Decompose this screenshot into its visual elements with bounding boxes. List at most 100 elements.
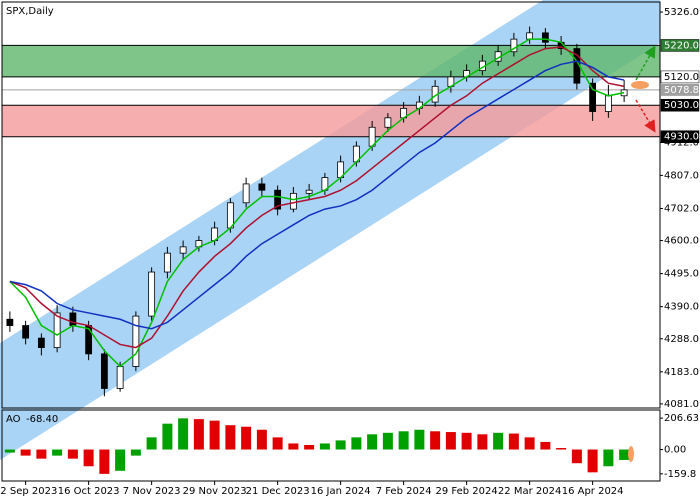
up-arrow	[635, 45, 656, 81]
y-tick-label: 4807.0	[664, 170, 699, 181]
ao-bar	[115, 449, 126, 471]
candle-body	[53, 312, 61, 348]
ao-bar	[304, 444, 315, 450]
moving-average	[9, 60, 625, 330]
down-arrow	[635, 99, 656, 133]
ao-bar	[146, 437, 157, 450]
y-tick-label: 0.00	[664, 445, 686, 456]
candle-body	[274, 189, 282, 210]
candle-body	[69, 312, 77, 326]
y-tick-label: 4183.0	[664, 367, 699, 378]
ao-bar	[256, 429, 267, 450]
chart-title: SPX,Daily	[6, 6, 54, 17]
candle-body	[258, 183, 266, 191]
ao-bar	[83, 449, 94, 467]
ao-bar	[20, 449, 31, 456]
x-tick-label: 21 Dec 2023	[246, 486, 310, 497]
candle-body	[22, 325, 30, 339]
ao-bar	[272, 437, 283, 450]
ao-bar	[225, 425, 236, 450]
ao-bar	[335, 440, 346, 450]
ao-bar	[52, 449, 63, 456]
ao-bar	[367, 434, 378, 450]
ao-bar	[162, 423, 173, 450]
y-tick-label: 4600.0	[664, 236, 699, 247]
x-tick-label: 22 Mar 2024	[498, 486, 561, 497]
candle-body	[100, 353, 108, 389]
level-label: 5120.0	[664, 72, 699, 83]
level-label-box	[660, 70, 700, 84]
y-tick-label: -159.8	[664, 469, 696, 480]
zone	[2, 105, 660, 137]
ao-bar	[619, 449, 630, 460]
level-label-box	[660, 39, 700, 52]
ao-bar	[351, 437, 362, 450]
x-tick-label: 16 Jan 2024	[311, 486, 371, 497]
x-tick-label: 29 Nov 2023	[183, 486, 247, 497]
indicator-value: -68.40	[26, 414, 58, 425]
ao-bar	[398, 431, 409, 450]
x-tick-label: 7 Nov 2023	[123, 486, 181, 497]
indicator-title: AO	[6, 414, 21, 425]
candle-body	[604, 95, 612, 112]
moving-average	[9, 38, 625, 368]
candle-body	[526, 32, 534, 40]
y-tick-label: 4390.0	[664, 302, 699, 313]
highlight	[631, 81, 649, 89]
ao-bar	[4, 449, 15, 453]
candle-body	[289, 192, 297, 210]
ao-bar	[241, 426, 252, 450]
level-label-box	[660, 98, 700, 112]
ao-bar	[571, 449, 582, 464]
level-label: 5220.0	[664, 40, 699, 51]
ao-bar	[556, 448, 567, 450]
candle-body	[148, 271, 156, 317]
level-label: 4930.0	[664, 132, 699, 143]
candle-body	[163, 252, 171, 273]
ao-bar	[477, 434, 488, 450]
x-tick-label: 29 Feb 2024	[436, 486, 498, 497]
ao-bar	[99, 449, 110, 474]
x-tick-label: 7 Feb 2024	[376, 486, 432, 497]
y-tick-label: 4288.0	[664, 334, 699, 345]
level-label-box	[660, 130, 700, 143]
ao-bar	[445, 432, 456, 450]
ao-bar	[209, 420, 220, 450]
ao-bar	[540, 441, 551, 450]
x-tick-label: 16 Apr 2024	[562, 486, 624, 497]
ao-bar	[587, 449, 598, 473]
candle-body	[242, 183, 250, 204]
ao-bar	[461, 432, 472, 450]
last-price-label: 5078.8	[664, 85, 699, 96]
ao-bar	[319, 443, 330, 450]
ao-bar	[524, 437, 535, 450]
ao-bar	[178, 418, 189, 450]
main-frame	[1, 1, 661, 409]
ao-bar	[67, 449, 78, 459]
candle-body	[510, 38, 518, 53]
ao-bar	[414, 429, 425, 450]
y-tick-label: 4081.0	[664, 399, 699, 410]
highlight	[628, 446, 634, 462]
candle-body	[6, 318, 14, 326]
x-tick-label: 22 Sep 2023	[0, 486, 57, 497]
ao-bar	[36, 449, 47, 459]
moving-average	[9, 46, 625, 349]
ao-bar	[430, 431, 441, 450]
candle-body	[37, 337, 45, 348]
ao-bar	[508, 433, 519, 450]
candle-body	[116, 366, 124, 389]
y-tick-label: 206.63	[664, 413, 699, 424]
ao-bar	[603, 449, 614, 467]
candle-body	[305, 189, 313, 194]
x-tick-label: 16 Oct 2023	[58, 486, 120, 497]
candle-body	[226, 202, 234, 229]
ao-frame	[1, 409, 661, 482]
ao-bar	[288, 443, 299, 450]
candle-body	[589, 82, 597, 112]
candle-body	[132, 315, 140, 367]
candle-body	[179, 246, 187, 254]
ao-bar	[130, 449, 141, 456]
y-tick-label: 4702.0	[664, 203, 699, 214]
